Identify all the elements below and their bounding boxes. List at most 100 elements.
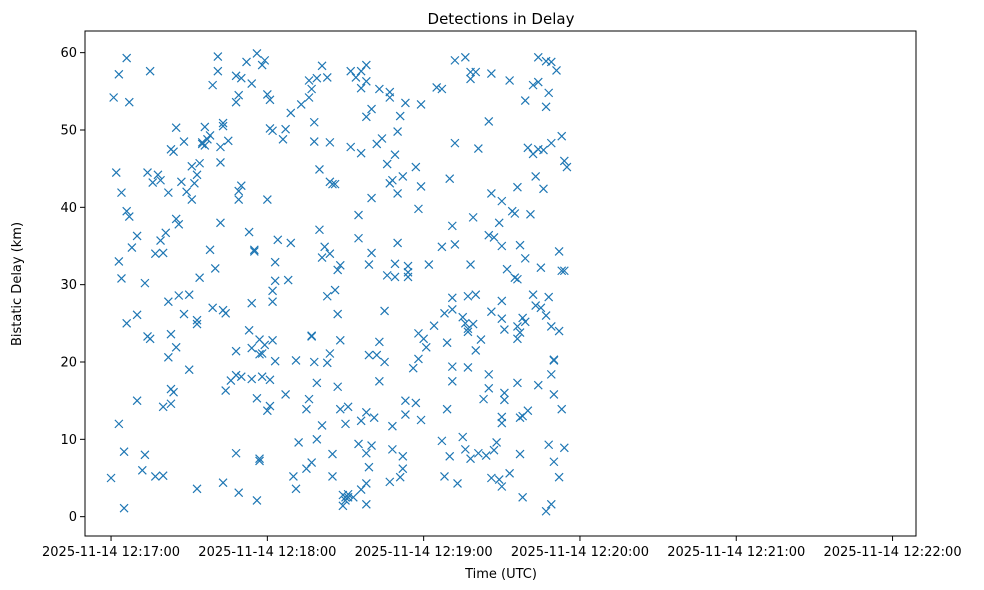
scatter-point: [447, 304, 457, 314]
scatter-point: [382, 270, 392, 280]
scatter-point: [364, 462, 374, 472]
scatter-point: [367, 441, 376, 450]
y-axis-label: Bistatic Delay (km): [10, 222, 25, 346]
scatter-point: [244, 325, 254, 335]
scatter-point: [122, 318, 132, 328]
scatter-point: [468, 319, 478, 329]
scatter-point: [203, 134, 212, 144]
scatter-point: [546, 57, 556, 67]
scatter-point: [328, 179, 337, 189]
scatter-points: [106, 49, 572, 516]
scatter-point: [231, 448, 241, 458]
scatter-point: [361, 448, 371, 458]
scatter-point: [109, 93, 119, 102]
plot-frame: [84, 30, 917, 537]
scatter-point: [554, 246, 564, 256]
scatter-point: [187, 161, 197, 171]
scatter-point: [513, 334, 522, 344]
scatter-point: [268, 286, 277, 296]
scatter-point: [531, 301, 541, 310]
scatter-point: [513, 378, 522, 388]
scatter-point: [351, 72, 361, 82]
scatter-point: [546, 321, 556, 331]
scatter-point: [333, 265, 343, 275]
scatter-point: [294, 437, 304, 447]
x-tick-label: 2025-11-14 12:17:00: [42, 545, 180, 560]
scatter-point: [549, 457, 559, 467]
scatter-point: [247, 343, 257, 353]
scatter-point: [374, 337, 384, 347]
scatter-point: [367, 104, 376, 114]
scatter-point: [330, 179, 340, 189]
scatter-point: [322, 72, 332, 82]
scatter-point: [541, 506, 551, 516]
scatter-point: [283, 275, 293, 285]
scatter-point: [497, 241, 507, 251]
scatter-point: [307, 84, 317, 94]
scatter-point: [270, 356, 280, 366]
scatter-point: [328, 472, 337, 481]
scatter-point: [546, 499, 556, 509]
scatter-point: [208, 80, 218, 90]
scatter-point: [286, 108, 296, 118]
scatter-point: [520, 317, 530, 327]
scatter-point: [541, 102, 551, 112]
scatter-point: [486, 69, 496, 78]
scatter-point: [265, 401, 275, 411]
scatter-point: [400, 410, 410, 420]
scatter-point: [557, 131, 567, 141]
scatter-point: [200, 122, 210, 132]
scatter-point: [374, 376, 384, 386]
scatter-point: [231, 71, 241, 81]
scatter-point: [262, 195, 272, 205]
y-tick-label: 0: [69, 510, 77, 525]
scatter-point: [163, 352, 173, 362]
scatter-point: [554, 472, 564, 482]
scatter-point: [354, 439, 363, 449]
scatter-point: [398, 451, 408, 461]
scatter-point: [302, 404, 311, 414]
scatter-point: [557, 404, 567, 414]
scatter-point: [463, 362, 473, 372]
scatter-point: [338, 501, 348, 511]
scatter-point: [447, 221, 457, 231]
scatter-point: [398, 171, 408, 181]
scatter-point: [231, 346, 241, 356]
scatter-point: [270, 276, 280, 286]
scatter-point: [546, 369, 556, 379]
scatter-point: [393, 188, 403, 198]
scatter-point: [471, 67, 481, 77]
scatter-point: [466, 260, 475, 269]
scatter-point: [317, 61, 327, 71]
scatter-point: [236, 73, 246, 83]
scatter-point: [265, 375, 275, 385]
scatter-point: [361, 76, 371, 86]
scatter-point: [234, 186, 244, 196]
scatter-point: [416, 100, 426, 109]
scatter-point: [484, 383, 494, 393]
scatter-point: [179, 137, 189, 147]
scatter-point: [171, 214, 181, 224]
scatter-point: [515, 240, 525, 250]
scatter-point: [468, 212, 478, 222]
y-tick-label: 30: [60, 278, 77, 293]
scatter-point: [544, 440, 554, 450]
scatter-point: [114, 69, 124, 79]
scatter-point: [476, 335, 486, 344]
scatter-point: [189, 178, 199, 188]
scatter-point: [171, 123, 181, 133]
scatter-point: [356, 83, 366, 93]
scatter-point: [445, 174, 455, 184]
scatter-point: [479, 394, 488, 404]
scatter-point: [559, 266, 569, 276]
scatter-point: [502, 264, 512, 274]
scatter-point: [403, 261, 413, 271]
scatter-point: [533, 77, 543, 87]
scatter-point: [361, 407, 371, 417]
scatter-point: [325, 349, 335, 358]
scatter-point: [255, 454, 264, 464]
scatter-point: [252, 393, 262, 403]
scatter-point: [278, 134, 288, 144]
scatter-point: [158, 402, 168, 412]
scatter-point: [499, 395, 509, 405]
